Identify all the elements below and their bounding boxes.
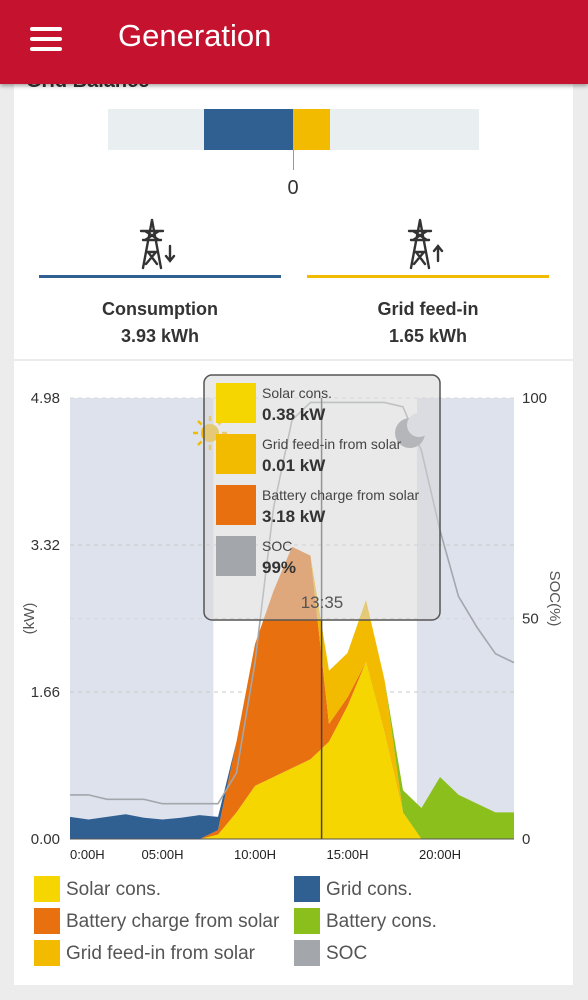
- legend-swatch: [34, 876, 60, 902]
- legend-label: Grid cons.: [326, 879, 413, 900]
- sun-icon-ray: [197, 440, 203, 446]
- tooltip-item-value: 0.38 kW: [262, 405, 326, 424]
- series-area-battery-cons-: [70, 546, 514, 839]
- grid-balance-card: Grid Balance 0 Consumption 3.93 kWh Grid…: [14, 84, 573, 359]
- legend-label: Grid feed-in from solar: [66, 943, 256, 964]
- tooltip-item-value: 99%: [262, 558, 296, 577]
- consumption-underline: [39, 275, 281, 278]
- legend-swatch: [34, 908, 60, 934]
- grid-balance-consumption-segment: [204, 109, 293, 150]
- y-tick-label: 1.66: [31, 684, 60, 701]
- legend-label: Battery cons.: [326, 911, 437, 932]
- tooltip-item-value: 3.18 kW: [262, 507, 326, 526]
- grid-consumption-tower-icon: [139, 218, 176, 270]
- series-area-solar-cons-: [70, 661, 514, 839]
- tooltip-swatch: [216, 383, 256, 423]
- tooltip-swatch: [216, 434, 256, 474]
- legend-swatch: [294, 876, 320, 902]
- x-tick-label: 10:00H: [234, 847, 276, 862]
- series-area-battery-charge-from-solar: [70, 546, 514, 839]
- y2-tick-label: 0: [522, 831, 530, 848]
- generation-chart[interactable]: 4.98 3.32 1.66 0.00 100 50 0 (kW) SOC(%) 0:00H 05:…: [14, 361, 573, 871]
- tooltip-item-label: Solar cons.: [262, 385, 332, 401]
- grid-balance-feed-in-segment: [293, 109, 330, 150]
- x-tick-label: 15:00H: [327, 847, 369, 862]
- grid-balance-zero-label: 0: [287, 177, 299, 199]
- grid-feed-in-stat: Grid feed-in 1.65 kWh: [307, 296, 549, 350]
- legend-swatch: [294, 908, 320, 934]
- y2-tick-label: 50: [522, 611, 539, 628]
- page-title: Generation: [118, 18, 272, 53]
- x-tick-label: 20:00H: [419, 847, 461, 862]
- tooltip-item-label: Battery charge from solar: [262, 487, 420, 503]
- grid-feed-in-value: 1.65 kWh: [388, 326, 468, 346]
- consumption-label: Consumption: [102, 299, 218, 319]
- y-tick-label: 3.32: [31, 537, 60, 554]
- grid-feed-in-label: Grid feed-in: [377, 299, 479, 319]
- grid-balance-bar: [108, 109, 479, 150]
- consumption-value: 3.93 kWh: [120, 326, 200, 346]
- y-axis-label: (kW): [21, 603, 38, 635]
- grid-feed-in-tower-icon: [407, 218, 444, 270]
- tooltip-swatch: [216, 536, 256, 576]
- night-shading-band: [70, 398, 214, 839]
- app-bar: Generation: [0, 0, 588, 84]
- sun-icon-ray: [197, 420, 203, 426]
- x-tick-label: 0:00H: [70, 847, 105, 862]
- grid-balance-zero-tick: [293, 150, 294, 170]
- hamburger-menu-icon[interactable]: [30, 27, 62, 51]
- tooltip-item-label: Grid feed-in from solar: [262, 436, 402, 452]
- grid-balance-title: Grid Balance: [26, 84, 149, 93]
- y-tick-label: 4.98: [31, 390, 60, 407]
- y2-tick-label: 100: [522, 390, 547, 407]
- legend-swatch: [34, 940, 60, 966]
- consumption-stat: Consumption 3.93 kWh: [39, 296, 281, 350]
- legend-label: Solar cons.: [66, 879, 162, 900]
- legend-label: SOC: [326, 943, 368, 964]
- legend-label: Battery charge from solar: [66, 911, 280, 932]
- chart-tooltip: Solar cons. 0.38 kW Grid feed-in from sola…: [203, 374, 441, 621]
- tooltip-box: [203, 374, 441, 621]
- x-tick-label: 05:00H: [142, 847, 184, 862]
- generation-chart-card: 4.98 3.32 1.66 0.00 100 50 0 (kW) SOC(%) 0:00H 05:…: [14, 361, 573, 985]
- tooltip-swatch: [216, 485, 256, 525]
- legend-swatch: [294, 940, 320, 966]
- tooltip-time: 13:35: [301, 593, 344, 612]
- grid-feed-in-underline: [307, 275, 549, 278]
- tooltip-item-value: 0.01 kW: [262, 456, 326, 475]
- y2-axis-label: SOC(%): [546, 571, 563, 627]
- tooltip-item-label: SOC: [262, 538, 292, 554]
- y-tick-label: 0.00: [31, 831, 60, 848]
